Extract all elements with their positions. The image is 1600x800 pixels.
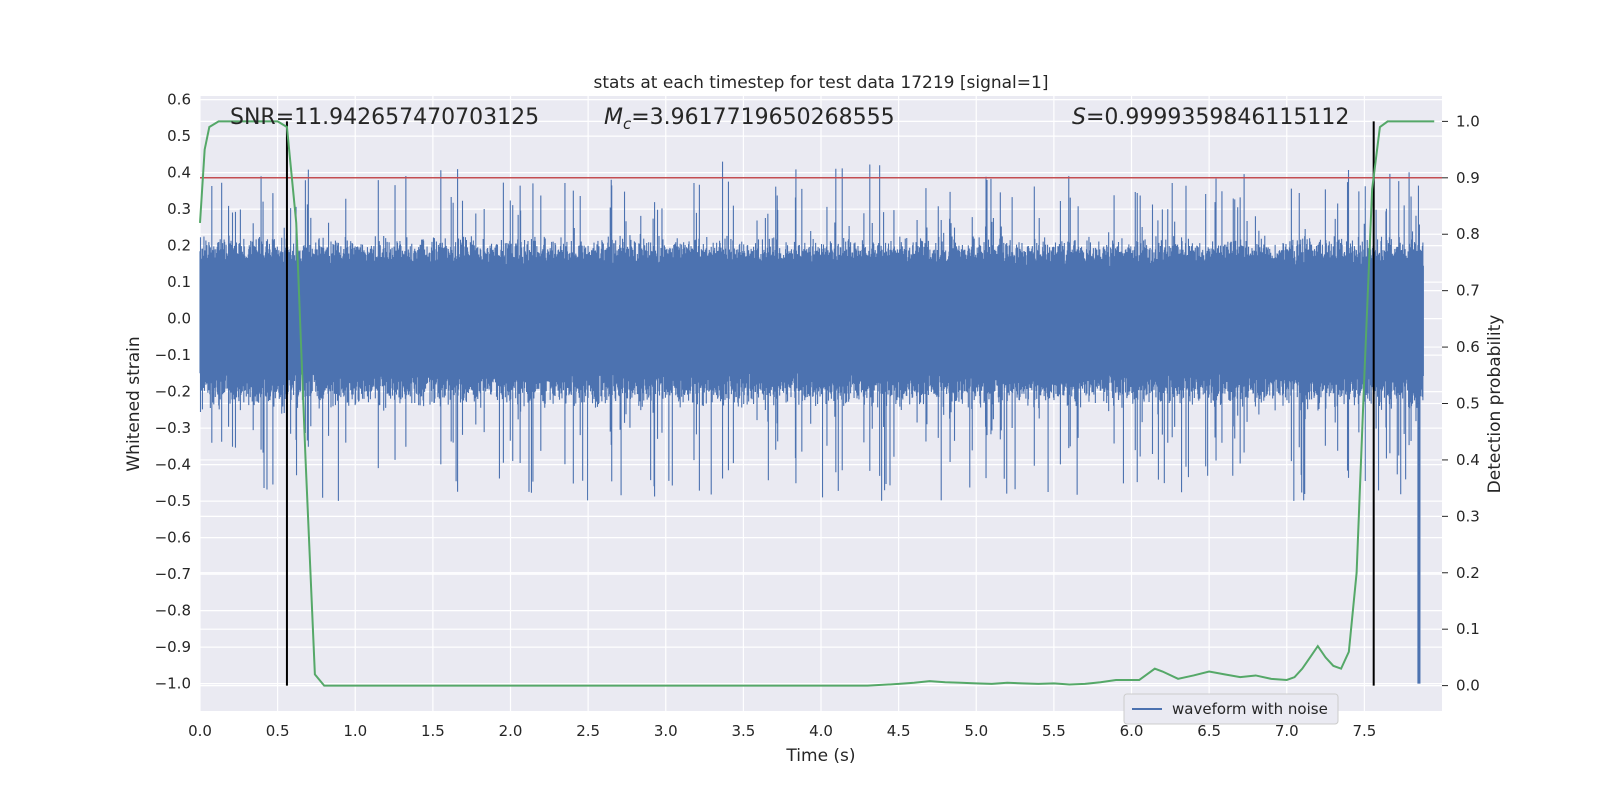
- y-left-tick-label: −0.3: [155, 419, 191, 437]
- mc-subscript: c: [623, 115, 632, 133]
- y-right-tick-label: 0.8: [1456, 225, 1480, 243]
- y-left-tick-label: 0.2: [167, 237, 191, 255]
- mc-annotation: Mc=3.9617719650268555: [604, 105, 895, 133]
- x-axis-label: Time (s): [785, 746, 855, 766]
- y-left-tick-label: 0.6: [167, 91, 191, 109]
- x-tick-label: 5.5: [1042, 722, 1066, 740]
- y-right-tick-label: 1.0: [1456, 112, 1480, 130]
- y-right-tick-label: 0.7: [1456, 282, 1480, 300]
- chart-title: stats at each timestep for test data 172…: [594, 73, 1049, 93]
- y-left-tick-label: −0.4: [155, 456, 191, 474]
- legend: waveform with noise: [1123, 693, 1339, 725]
- x-axis: 0.0 0.5 1.0 1.5 2.0 2.5 3.0 3.5 4.0 4.5 5.0 5.5 6.0 6…: [188, 722, 1376, 740]
- y-left-tick-label: 0.5: [167, 127, 191, 145]
- y-left-tick-label: −0.8: [155, 602, 191, 620]
- y-axis-left-label: Whitened strain: [124, 336, 144, 471]
- y-axis-right: 1.0 0.9 0.8 0.7 0.6 0.5 0.4 0.3 0.2 0.1 0.0: [1442, 112, 1480, 695]
- s-label: S: [1072, 105, 1086, 130]
- legend-label-waveform: waveform with noise: [1172, 700, 1328, 718]
- y-left-tick-label: −0.2: [155, 383, 191, 401]
- x-tick-label: 0.5: [266, 722, 290, 740]
- overlay-group: [199, 120, 1442, 687]
- y-axis-left: 0.6 0.5 0.4 0.3 0.2 0.1 0.0 −0.1 −0.2 −0.3 −0.4 −0.…: [155, 91, 191, 693]
- y-left-tick-label: −0.7: [155, 565, 191, 583]
- snr-value: 11.942657470703125: [294, 105, 539, 130]
- y-axis-right-label: Detection probability: [1485, 315, 1505, 494]
- y-right-tick-label: 0.5: [1456, 395, 1480, 413]
- x-tick-label: 3.0: [654, 722, 678, 740]
- y-right-tick-label: 0.9: [1456, 169, 1480, 187]
- y-left-tick-label: −0.9: [155, 638, 191, 656]
- y-right-tick-label: 0.4: [1456, 451, 1480, 469]
- y-left-tick-label: −0.5: [155, 492, 191, 510]
- x-tick-label: 6.0: [1120, 722, 1144, 740]
- x-tick-label: 5.0: [964, 722, 988, 740]
- y-left-tick-label: 0.3: [167, 200, 191, 218]
- x-tick-label: 7.0: [1275, 722, 1299, 740]
- snr-label: SNR: [230, 105, 276, 130]
- s-equals: =: [1086, 105, 1104, 130]
- waveform-core-band: [200, 289, 1424, 352]
- y-right-tick-label: 0.6: [1456, 338, 1480, 356]
- waveform-group: [199, 161, 1424, 684]
- x-tick-label: 2.0: [499, 722, 523, 740]
- mc-value: 3.9617719650268555: [650, 105, 895, 130]
- y-left-tick-label: −1.0: [155, 675, 191, 693]
- mc-equals: =: [631, 105, 649, 130]
- x-tick-label: 6.5: [1197, 722, 1221, 740]
- x-tick-label: 1.0: [343, 722, 367, 740]
- y-right-tick-label: 0.1: [1456, 620, 1480, 638]
- x-tick-label: 4.5: [887, 722, 911, 740]
- y-right-tick-label: 0.0: [1456, 677, 1480, 695]
- s-annotation: S=0.9999359846115112: [1072, 105, 1349, 130]
- x-tick-label: 0.0: [188, 722, 212, 740]
- y-left-tick-label: −0.6: [155, 529, 191, 547]
- y-left-tick-label: −0.1: [155, 346, 191, 364]
- y-left-tick-label: 0.1: [167, 273, 191, 291]
- y-left-tick-label: 0.4: [167, 164, 191, 182]
- detection-probability-series: [199, 120, 1435, 687]
- y-right-tick-label: 0.3: [1456, 507, 1480, 525]
- x-tick-label: 1.5: [421, 722, 445, 740]
- y-right-tick-label: 0.2: [1456, 564, 1480, 582]
- snr-equals: =: [276, 105, 294, 130]
- mc-label: M: [604, 105, 623, 130]
- x-tick-label: 3.5: [731, 722, 755, 740]
- snr-annotation: SNR=11.942657470703125: [230, 105, 539, 130]
- s-value: 0.9999359846115112: [1104, 105, 1349, 130]
- y-left-tick-label: 0.0: [167, 310, 191, 328]
- x-tick-label: 2.5: [576, 722, 600, 740]
- x-tick-label: 7.5: [1352, 722, 1376, 740]
- x-tick-label: 4.0: [809, 722, 833, 740]
- legend-box: [1123, 693, 1339, 725]
